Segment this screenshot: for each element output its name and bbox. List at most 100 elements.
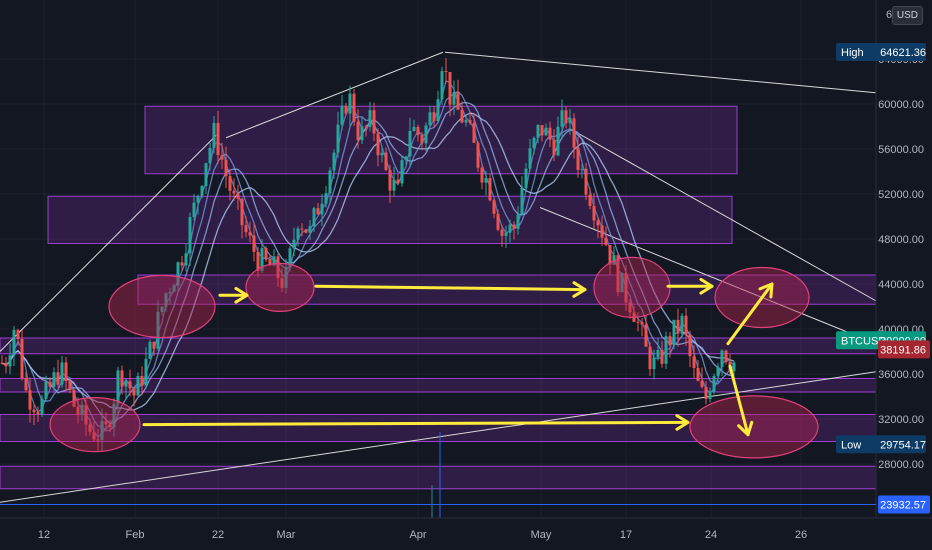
symbol-tag-title: BTCUSD: [841, 335, 886, 347]
candle-body: [552, 139, 556, 156]
candle-body: [132, 388, 136, 396]
candle-body: [592, 205, 596, 221]
arrow-head: [234, 286, 249, 304]
candle-body: [732, 362, 736, 372]
candle-body: [460, 109, 464, 123]
candle-body: [236, 193, 240, 199]
candle-body: [268, 259, 272, 266]
candle-body: [56, 372, 60, 385]
time-axis: 12 Feb 22 Mar Apr May 17 24 26: [38, 529, 807, 541]
candle-body: [408, 130, 412, 157]
candle-body: [472, 122, 476, 143]
arrow: [728, 364, 750, 437]
candle-body: [36, 412, 40, 415]
price-tick-label: 52000.00: [878, 189, 924, 201]
candle-body: [516, 214, 520, 229]
candle-body: [84, 404, 88, 425]
candle-body: [260, 248, 264, 271]
arrow-head: [699, 277, 714, 295]
candle-body: [32, 409, 36, 413]
low-tag-title: Low: [841, 439, 861, 451]
moving-average-line: [1, 101, 735, 425]
price-tick-label: 56000.00: [878, 144, 924, 156]
candle-body: [672, 319, 676, 346]
candle-body: [696, 367, 700, 381]
candle-body: [116, 370, 120, 404]
candle-body: [184, 253, 188, 266]
candle-body: [300, 228, 304, 230]
candle-body: [548, 127, 552, 140]
candle-body: [244, 225, 248, 233]
highlight-circle: [108, 274, 216, 339]
highlight-circle: [245, 262, 315, 312]
candles: [0, 58, 736, 518]
price-tick-label: 28000.00: [878, 459, 924, 471]
candle-body: [684, 315, 688, 335]
candle-body: [12, 329, 16, 356]
candle-body: [504, 232, 508, 236]
candle-body: [68, 381, 72, 391]
candle-body: [724, 350, 728, 363]
moving-average-line: [1, 90, 735, 432]
trend-lines: [0, 51, 877, 503]
candle-body: [716, 366, 720, 376]
candle-body: [288, 248, 292, 267]
candle-body: [652, 357, 656, 370]
highlight-circle: [593, 256, 671, 318]
candle-body: [152, 341, 156, 349]
candle-body: [588, 194, 592, 206]
price-tick-label: 32000.00: [878, 414, 924, 426]
candle-body: [384, 152, 388, 171]
candle-body: [720, 350, 724, 367]
candle-body: [328, 170, 332, 194]
candle-body: [4, 363, 8, 367]
candle-body: [336, 124, 340, 153]
time-tick-label: Feb: [126, 529, 145, 541]
candle-body: [660, 349, 664, 364]
candle-body: [436, 99, 440, 122]
candle-body: [160, 306, 164, 312]
candle-body: [712, 375, 716, 393]
candle-body: [212, 123, 216, 148]
currency-button[interactable]: USD: [891, 6, 923, 25]
candle-body: [304, 229, 308, 233]
candle-body: [20, 339, 24, 379]
candle-body: [704, 386, 708, 400]
highlight-circle: [49, 397, 141, 453]
candle-body: [604, 237, 608, 246]
candle-body: [616, 255, 620, 293]
candle-body: [92, 431, 96, 440]
candle-body: [452, 92, 456, 105]
candle-body: [284, 266, 288, 288]
price-tick-label: 44000.00: [878, 279, 924, 291]
time-tick-label: May: [531, 529, 552, 541]
candle-body: [280, 278, 284, 288]
candle-body: [272, 256, 276, 266]
candle-body: [492, 200, 496, 214]
candle-body: [276, 256, 280, 279]
price-tick-label: 36000.00: [878, 369, 924, 381]
candle-body: [536, 124, 540, 138]
candle-body: [344, 105, 348, 114]
candle-body: [620, 272, 624, 293]
candle-body: [416, 126, 420, 136]
candle-body: [564, 110, 568, 124]
arrow: [726, 282, 774, 346]
candle-body: [60, 362, 64, 385]
time-tick-label: Mar: [277, 529, 296, 541]
price-tick-label: 60000.00: [878, 99, 924, 111]
time-tick-label: 17: [620, 529, 632, 541]
candle-body: [76, 406, 80, 415]
candle-body: [128, 381, 132, 389]
candle-body: [444, 71, 448, 73]
candle-body: [340, 105, 344, 125]
candle-body: [368, 110, 372, 127]
moving-average-line: [1, 79, 735, 438]
candle-body: [180, 262, 184, 266]
candle-body: [120, 370, 124, 387]
candle-body: [124, 381, 128, 387]
candle-body: [600, 225, 604, 238]
candle-body: [404, 156, 408, 161]
candle-body: [360, 126, 364, 141]
